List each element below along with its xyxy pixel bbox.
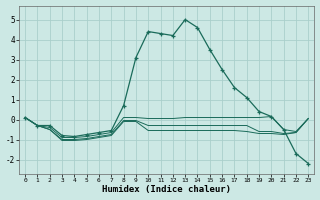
X-axis label: Humidex (Indice chaleur): Humidex (Indice chaleur) bbox=[102, 185, 231, 194]
